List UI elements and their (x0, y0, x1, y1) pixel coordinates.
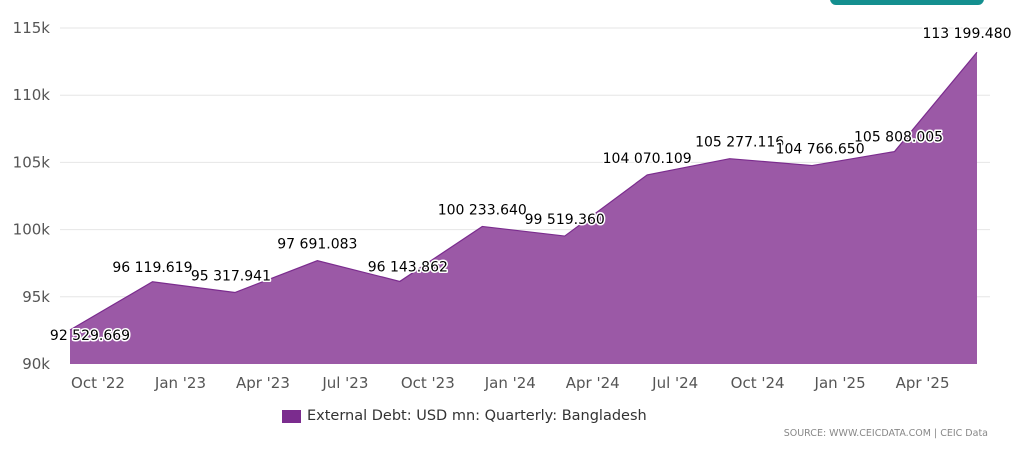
y-tick-label: 115k (13, 19, 51, 37)
x-tick-label: Oct '22 (71, 374, 125, 392)
x-tick-label: Jan '25 (814, 374, 866, 392)
y-tick-label: 110k (13, 86, 51, 104)
data-label: 105 277.116 (695, 135, 784, 151)
source-credit: SOURCE: WWW.CEICDATA.COM | CEIC Data (783, 428, 988, 439)
x-tick-label: Jul '23 (321, 374, 368, 392)
x-tick-label: Jan '23 (154, 374, 206, 392)
data-label: 99 519.360 (525, 212, 605, 228)
data-label: 96 143.862 (368, 259, 448, 275)
y-tick-label: 95k (22, 288, 50, 306)
x-tick-label: Apr '23 (236, 374, 290, 392)
series-area (70, 52, 977, 365)
data-label: 104 070.109 (603, 151, 692, 167)
series-line (69, 51, 978, 331)
x-tick-label: Apr '25 (896, 374, 950, 392)
data-label: 104 766.650 (776, 142, 865, 158)
data-label: 92 529.669 (50, 328, 130, 344)
chart-menu-button[interactable] (830, 0, 984, 5)
y-tick-label: 100k (13, 221, 51, 239)
x-tick-label: Jan '24 (484, 374, 536, 392)
data-label: 113 199.480 (922, 26, 1011, 42)
x-tick-label: Jul '24 (651, 374, 698, 392)
y-tick-label: 105k (13, 153, 51, 171)
x-tick-label: Oct '23 (401, 374, 455, 392)
data-label: 97 691.083 (277, 237, 357, 253)
y-tick-label: 90k (22, 355, 50, 373)
area-chart: 90k 95k 100k 105k 110k 115k Oct '22 Jan '23 Apr … (13, 19, 1013, 392)
data-label: 96 119.619 (112, 260, 192, 276)
x-tick-label: Apr '24 (566, 374, 620, 392)
data-label: 100 233.640 (438, 202, 527, 218)
x-tick-label: Oct '24 (731, 374, 785, 392)
legend-label: External Debt: USD mn: Quarterly: Bangla… (307, 408, 647, 424)
legend[interactable]: External Debt: USD mn: Quarterly: Bangla… (282, 408, 647, 424)
data-label: 95 317.941 (191, 269, 271, 285)
legend-swatch (282, 409, 301, 423)
data-label: 105 808.005 (854, 130, 943, 146)
